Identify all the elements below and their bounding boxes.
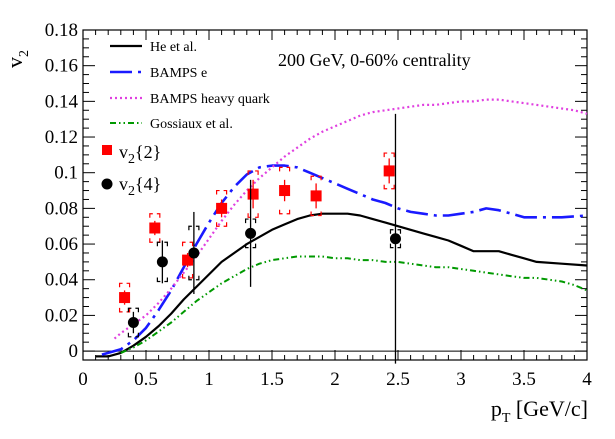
- v2-4--point: [245, 227, 257, 239]
- y-tick-label: 0.12: [45, 127, 78, 148]
- v2-2--point: [119, 292, 131, 304]
- x-tick-label: 0: [78, 369, 88, 390]
- v2-4--point: [156, 256, 168, 268]
- y-tick-labels: 0 0.02 0.04 0.06 0.08 0.1 0.12 0.14 0.16 0.18: [45, 20, 79, 362]
- v2-2--point: [149, 222, 161, 234]
- y-axis-title: v2: [2, 50, 32, 68]
- legend-label-v2-2-main: v: [119, 142, 128, 162]
- y-tick-label: 0.16: [45, 56, 78, 77]
- y-tick-label: 0.06: [45, 234, 78, 255]
- curve-bamps-heavy-quark: [113, 98, 588, 340]
- v2-2--sys-bracket: [279, 166, 291, 215]
- x-axis-title-unit: [GeV/c]: [510, 396, 588, 421]
- x-tick-label: 3: [456, 369, 466, 390]
- x-axis-title-sub: T: [502, 411, 511, 426]
- x-tick-label: 1: [204, 369, 214, 390]
- v2-2--point: [310, 190, 322, 202]
- y-tick-label: 0: [69, 341, 79, 362]
- v2-4--point: [188, 247, 200, 259]
- x-tick-label: 2.5: [386, 369, 410, 390]
- v2-2--sys-bracket: [216, 189, 228, 227]
- y-axis-title-main: v: [2, 57, 27, 68]
- v2-4--sys-bracket: [156, 241, 168, 283]
- legend-marker-v2-2: [102, 145, 112, 155]
- v2-2--point: [216, 202, 228, 214]
- v2-2--sys-bracket: [181, 241, 194, 279]
- v2-2--point: [182, 254, 194, 266]
- annotation-energy-centrality: 200 GeV, 0-60% centrality: [278, 50, 471, 70]
- v2-2--point: [279, 185, 291, 197]
- legend-label-v2-2: v2{2}: [119, 142, 161, 167]
- y-tick-label: 0.02: [45, 305, 78, 326]
- v2-2--point: [383, 165, 395, 177]
- x-tick-label: 1.5: [260, 369, 284, 390]
- curve-bamps-e: [101, 164, 588, 356]
- x-tick-label: 3.5: [512, 369, 536, 390]
- legend-marker-v2-4: [101, 178, 113, 190]
- v2-4--sys-bracket: [244, 218, 257, 249]
- v2-2--point: [247, 188, 259, 200]
- legend-label-v2-4-main: v: [119, 174, 128, 194]
- legend-label-v2-4-rest: {4}: [135, 174, 161, 194]
- y-tick-label: 0.14: [45, 91, 79, 112]
- y-tick-label: 0.04: [45, 270, 79, 291]
- y-axis-title-sub: 2: [17, 50, 32, 57]
- v2-2--sys-bracket: [149, 213, 161, 243]
- legend-label-v2-4-sub: 2: [128, 184, 135, 199]
- x-tick-label: 2: [330, 369, 340, 390]
- v2-2--sys-bracket: [247, 170, 259, 218]
- legend-label-gossiaux: Gossiaux et al.: [150, 117, 233, 132]
- v2-4--sys-bracket: [389, 229, 402, 249]
- legend-label-bamps-hq: BAMPS heavy quark: [150, 92, 270, 107]
- x-tick-labels: 0 0.5 1 1.5 2 2.5 3 3.5 4: [78, 369, 592, 390]
- y-tick-label: 0.08: [45, 198, 78, 219]
- v2-2--sys-bracket: [383, 152, 395, 190]
- x-tick-label: 4: [582, 369, 592, 390]
- y-tick-label: 0.1: [54, 163, 78, 184]
- legend-label-v2-2-rest: {2}: [135, 142, 161, 162]
- v2-2--sys-bracket: [310, 175, 322, 217]
- model-curves: [95, 98, 588, 358]
- v2-4--sys-bracket: [188, 225, 200, 281]
- legend-label-v2-4: v2{4}: [119, 174, 161, 199]
- data-markers: [118, 113, 402, 364]
- x-axis-title-main: p: [491, 396, 502, 421]
- curve-he-et-al-: [95, 212, 588, 358]
- v2-4--point: [127, 317, 139, 329]
- v2-4--point: [389, 233, 401, 245]
- legend-label-bamps-e: BAMPS e: [150, 66, 207, 81]
- v2-4--sys-bracket: [127, 307, 139, 338]
- legend-label-he: He et al.: [150, 40, 197, 55]
- legend-label-v2-2-sub: 2: [128, 152, 135, 167]
- y-tick-label: 0.18: [45, 20, 78, 41]
- legend: He et al. BAMPS e BAMPS heavy quark Goss…: [101, 40, 270, 199]
- x-tick-label: 0.5: [134, 369, 158, 390]
- curve-gossiaux-et-al-: [120, 255, 588, 354]
- v2-2--sys-bracket: [118, 282, 131, 313]
- x-axis-title: pT [GeV/c]: [491, 396, 588, 426]
